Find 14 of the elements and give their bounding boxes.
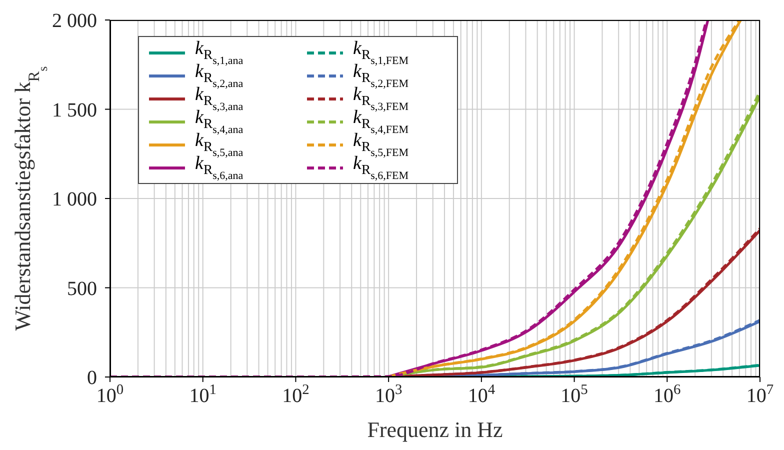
- x-tick-label: 10$^{5}$: [560, 382, 588, 407]
- x-axis-title: Frequenz in Hz: [367, 417, 504, 442]
- y-tick-label: 1 500: [52, 99, 97, 122]
- y-tick-label: 2 000: [52, 10, 97, 32]
- x-tick-label: 10$^{6}$: [654, 382, 681, 407]
- y-tick-label: 0: [87, 367, 97, 389]
- x-tick-label: 10$^{2}$: [282, 382, 310, 407]
- x-tick-label: 10$^{0}$: [96, 382, 124, 407]
- x-tick-label: 10$^{3}$: [374, 382, 402, 407]
- y-tick-label: 1 000: [52, 188, 97, 210]
- y-tick-label: 500: [67, 278, 97, 300]
- x-tick-label: 10$^{4}$: [468, 382, 496, 407]
- x-tick-label: 10$^{7}$: [746, 382, 774, 407]
- x-tick-label: 10$^{1}$: [189, 382, 216, 407]
